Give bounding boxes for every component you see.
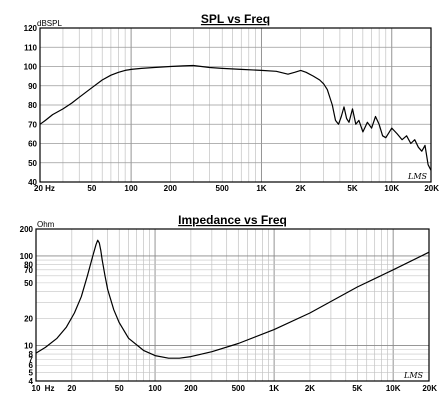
- impedance-x-tick-label: 50: [115, 384, 124, 393]
- impedance-y-tick-label: 5: [29, 368, 34, 377]
- impedance-y-tick-label: 100: [20, 252, 34, 261]
- spl-x-tick-label: 2K: [296, 184, 306, 193]
- impedance-x-tick-label: 20: [67, 384, 76, 393]
- impedance-y-tick-label: 200: [20, 225, 34, 234]
- spl-y-tick-label: 70: [28, 120, 37, 129]
- impedance-chart-title: Impedance vs Freq: [178, 213, 287, 227]
- spl-chart-title: SPL vs Freq: [201, 12, 270, 26]
- impedance-x-tick-label: Hz: [45, 384, 55, 393]
- spl-x-tick-label: 10K: [384, 184, 399, 193]
- impedance-lms-watermark: LMS: [403, 371, 424, 380]
- spl-x-tick-label: 200: [164, 184, 178, 193]
- impedance-x-tick-label: 500: [232, 384, 246, 393]
- impedance-plot-area: [36, 229, 429, 381]
- spl-y-tick-label: 80: [28, 101, 37, 110]
- impedance-y-tick-label: 50: [24, 279, 33, 288]
- impedance-y-tick-label: 6: [29, 361, 34, 370]
- impedance-curve: [35, 239, 430, 359]
- spl-y-tick-label: 40: [28, 178, 37, 187]
- impedance-plot-frame: [35, 228, 430, 382]
- spl-x-tick-label: 20K: [424, 184, 439, 193]
- spl-y-tick-label: 90: [28, 82, 37, 91]
- spl-plot-frame: [39, 27, 432, 183]
- impedance-x-tick-label: 10: [32, 384, 41, 393]
- impedance-x-tick-label: 5K: [352, 384, 362, 393]
- impedance-y-tick-label: 70: [24, 266, 33, 275]
- impedance-x-tick-label: 20K: [422, 384, 437, 393]
- impedance-y-tick-label: 8: [29, 350, 34, 359]
- spl-y-tick-label: 110: [24, 43, 37, 52]
- impedance-y-tick-label: 10: [24, 341, 33, 350]
- spl-x-tick-label: 5K: [347, 184, 357, 193]
- spl-y-tick-label: 120: [24, 24, 38, 33]
- impedance-x-tick-label: 1K: [269, 384, 279, 393]
- spl-y-unit-label: dBSPL: [37, 19, 62, 28]
- impedance-x-tick-label: 10K: [386, 384, 401, 393]
- spl-x-tick-label: 100: [124, 184, 138, 193]
- impedance-y-tick-label: 7: [29, 355, 34, 364]
- impedance-y-tick-label: 20: [24, 314, 33, 323]
- spl-y-tick-label: 50: [28, 159, 37, 168]
- impedance-y-tick-label: 80: [24, 261, 33, 270]
- spl-x-tick-label: 50: [87, 184, 96, 193]
- spl-y-tick-label: 60: [28, 140, 37, 149]
- impedance-y-unit-label: Ohm: [37, 220, 55, 229]
- spl-y-tick-label: 100: [24, 63, 38, 72]
- spl-curve: [39, 64, 432, 171]
- spl-x-tick-label: 20 Hz: [34, 184, 55, 193]
- impedance-x-tick-label: 200: [184, 384, 198, 393]
- impedance-y-tick-label: 4: [29, 377, 34, 386]
- impedance-x-tick-label: 100: [148, 384, 162, 393]
- spl-x-tick-label: 1K: [256, 184, 266, 193]
- impedance-x-tick-label: 2K: [305, 384, 315, 393]
- spl-x-tick-label: 500: [216, 184, 230, 193]
- spl-lms-watermark: LMS: [407, 172, 428, 181]
